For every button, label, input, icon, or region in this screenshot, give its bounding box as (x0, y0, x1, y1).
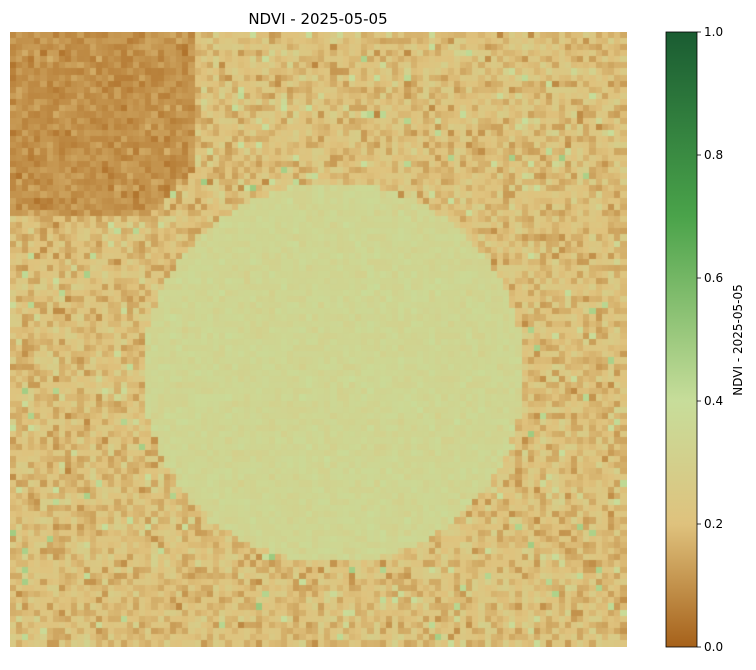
colorbar-label: NDVI - 2025-05-05 (731, 284, 745, 395)
colorbar-tick-label: 0.4 (704, 394, 723, 408)
colorbar-tick-label: 0.6 (704, 271, 723, 285)
colorbar-tick-label: 0.8 (704, 148, 723, 162)
colorbar (665, 31, 698, 648)
colorbar-tick-label: 0.2 (704, 517, 723, 531)
chart-title: NDVI - 2025-05-05 (248, 10, 387, 28)
ndvi-heatmap (10, 32, 627, 647)
colorbar-tick-label: 1.0 (704, 25, 723, 39)
colorbar-tick-label: 0.0 (704, 640, 723, 654)
heatmap-plot-area (10, 32, 627, 647)
colorbar-ticks: 0.0 0.2 0.4 0.6 0.8 1.0 (697, 25, 723, 654)
